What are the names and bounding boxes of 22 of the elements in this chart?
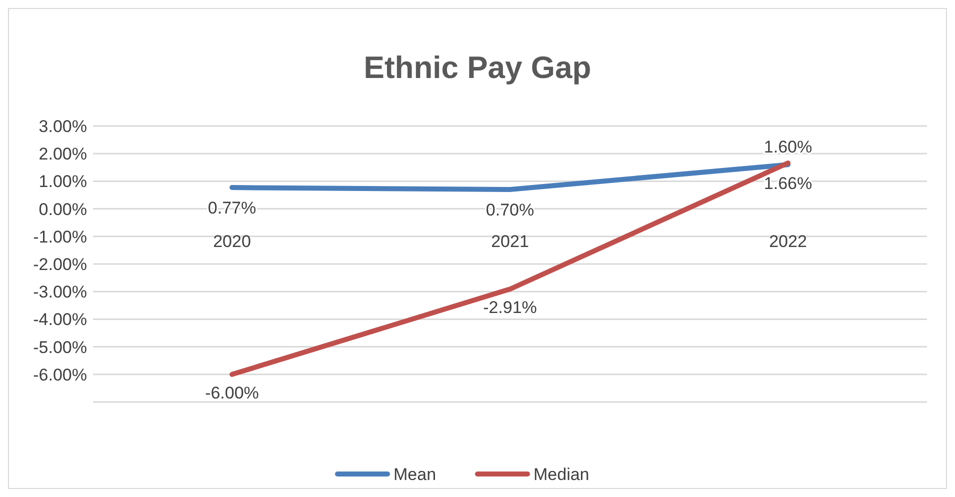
y-tick-label: 3.00%: [38, 117, 87, 136]
data-label: 0.70%: [486, 200, 534, 220]
data-label: 1.60%: [764, 138, 812, 157]
y-tick-label: -6.00%: [33, 365, 87, 384]
data-label: 1.66%: [764, 174, 812, 193]
data-label: -6.00%: [205, 383, 259, 402]
x-tick-label: 2021: [491, 232, 529, 251]
y-tick-label: -5.00%: [33, 338, 87, 357]
legend-label: Mean: [394, 465, 436, 484]
y-tick-label: 0.00%: [38, 200, 87, 219]
y-tick-label: -1.00%: [33, 227, 87, 246]
y-tick-label: 1.00%: [38, 172, 87, 192]
y-tick-label: 2.00%: [38, 144, 87, 164]
y-tick-label: -2.00%: [33, 255, 87, 274]
chart-title: Ethnic Pay Gap: [364, 50, 592, 85]
x-tick-label: 2022: [769, 232, 807, 251]
x-tick-label: 2020: [213, 232, 251, 251]
y-tick-label: -4.00%: [33, 310, 87, 330]
legend-label: Median: [534, 465, 590, 484]
data-label: 0.77%: [208, 198, 256, 218]
data-label: -2.91%: [483, 298, 537, 318]
y-tick-label: -3.00%: [33, 282, 87, 302]
